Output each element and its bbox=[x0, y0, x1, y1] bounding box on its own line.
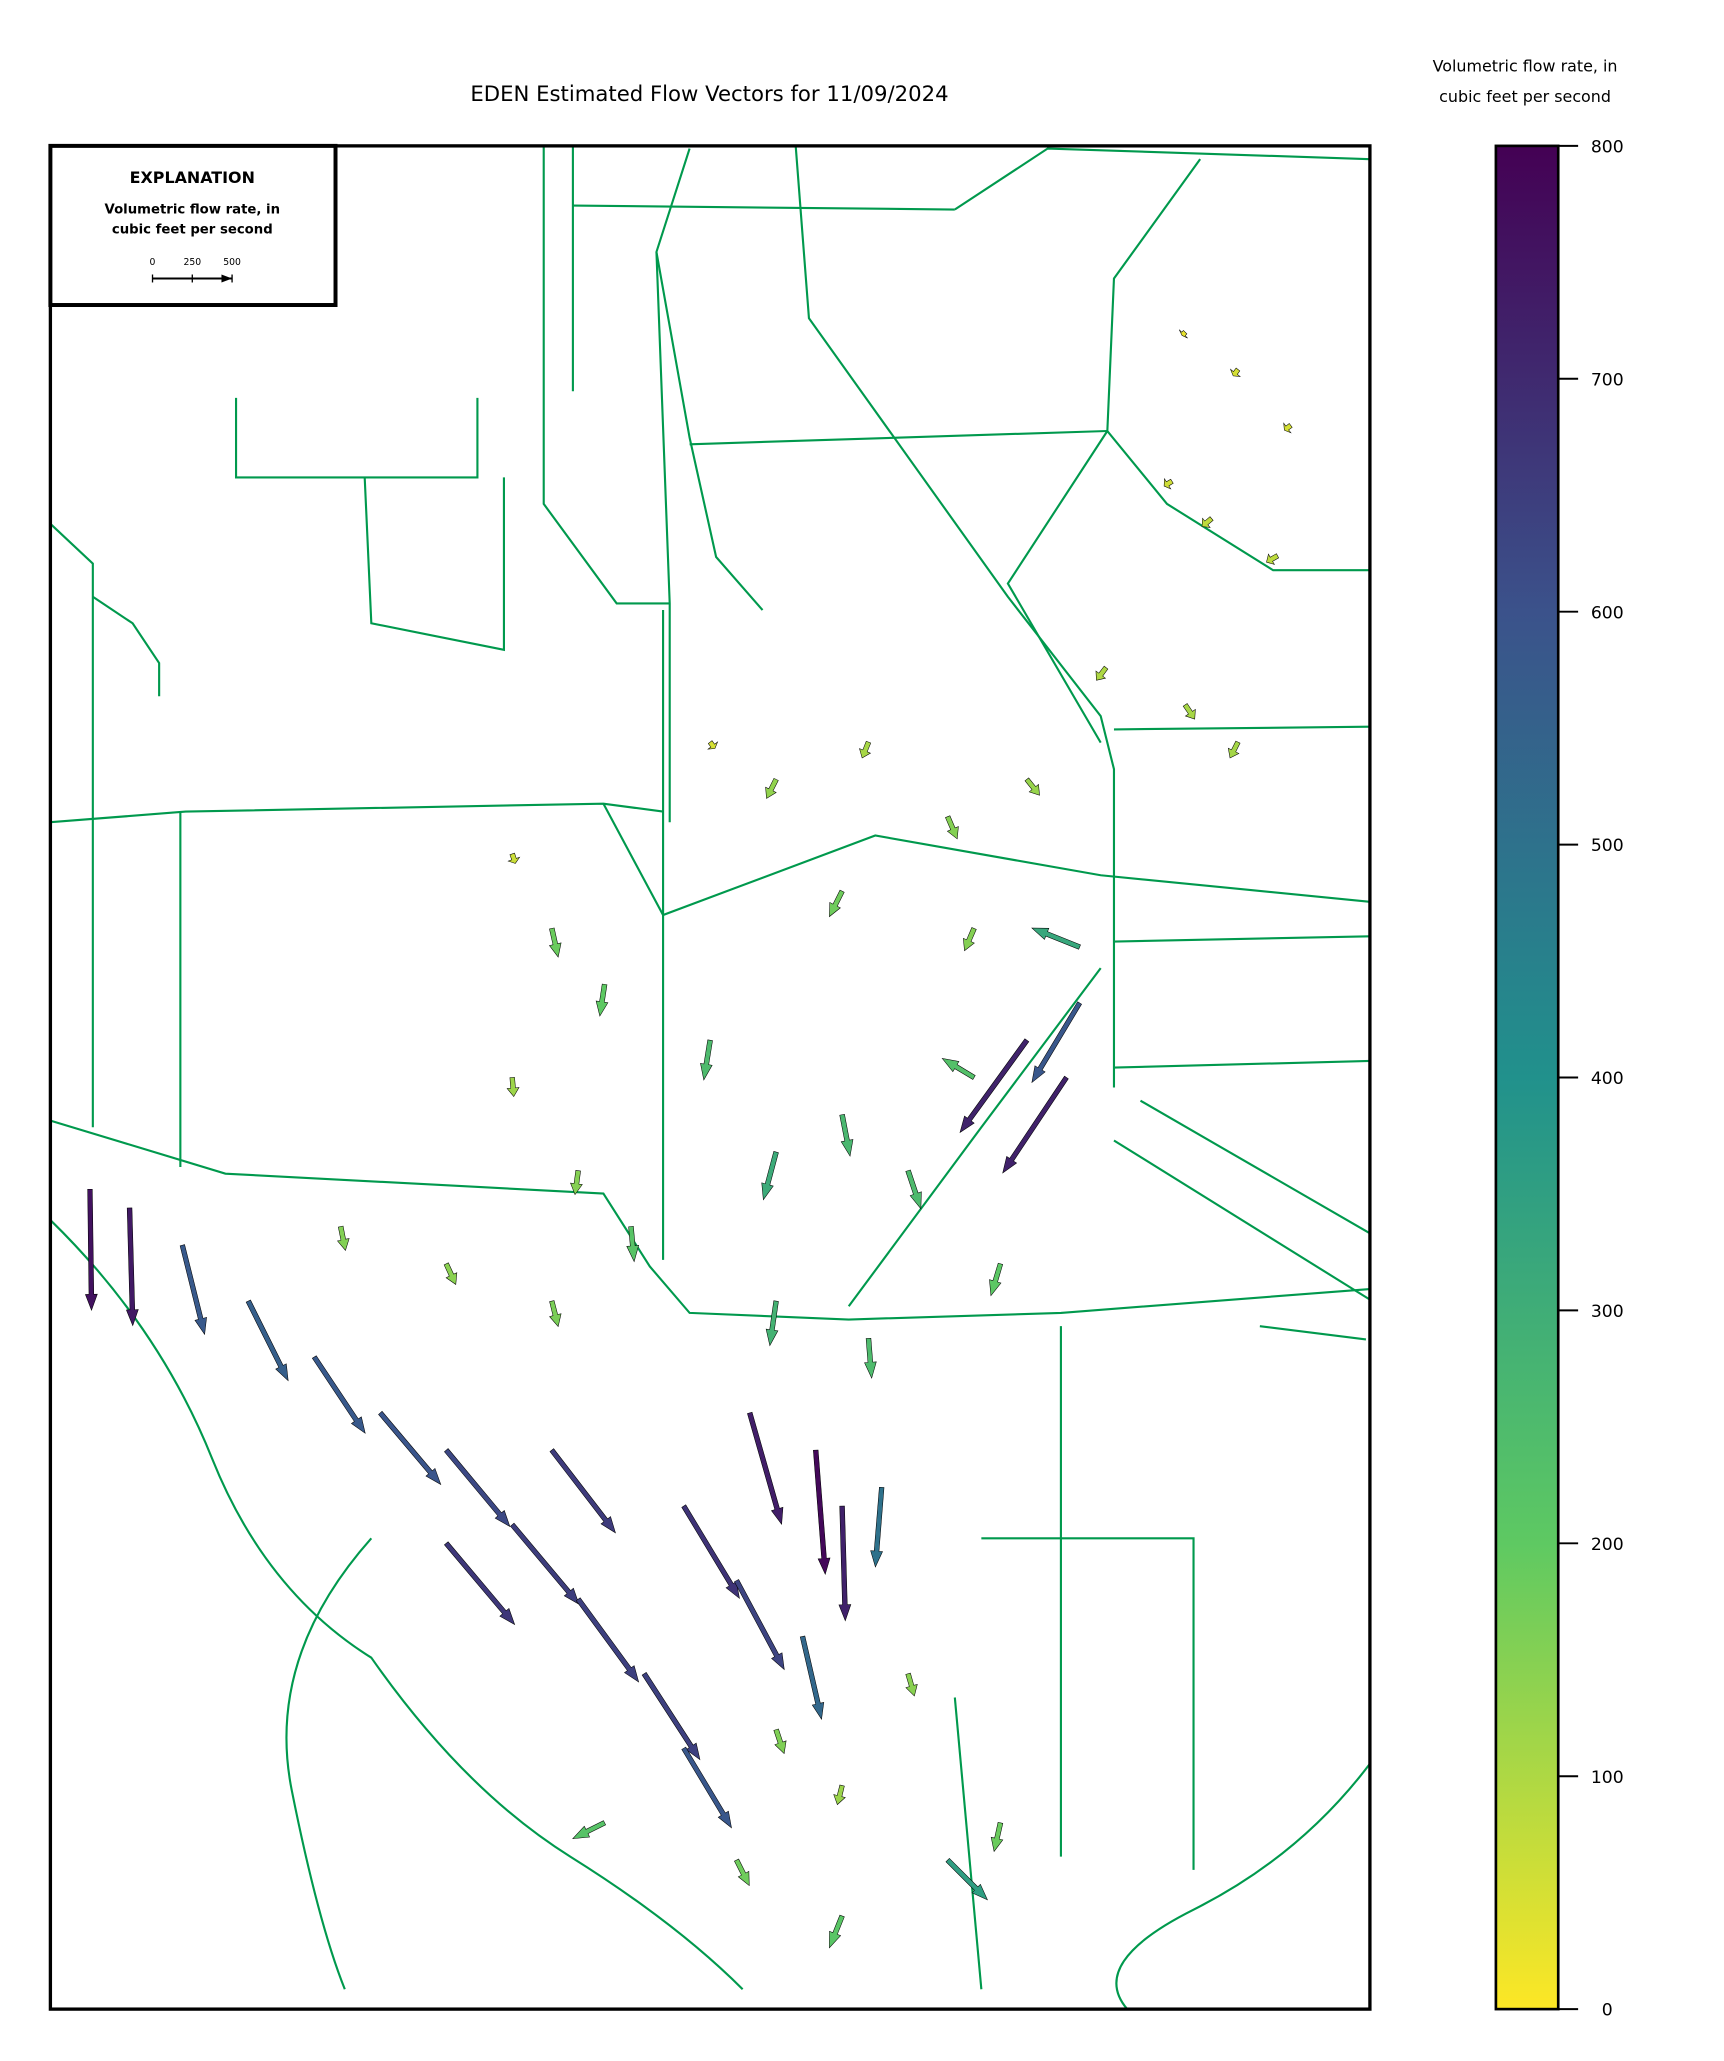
flow-vector bbox=[941, 1058, 976, 1080]
flow-vector bbox=[833, 1784, 846, 1806]
flow-vector bbox=[747, 1411, 784, 1526]
flow-vector bbox=[595, 983, 609, 1017]
chart-title: EDEN Estimated Flow Vectors for 11/09/20… bbox=[470, 82, 948, 107]
flow-vector bbox=[813, 1449, 831, 1576]
flow-vector bbox=[1229, 367, 1241, 377]
flow-vector bbox=[707, 740, 719, 750]
flow-vector bbox=[507, 852, 521, 864]
colorbar-ticks: 0 100 200 300 400 500 600 700 800 bbox=[1558, 138, 1624, 2021]
flow-vector bbox=[1283, 422, 1293, 434]
flow-vector bbox=[839, 1114, 854, 1157]
flow-vector bbox=[829, 889, 845, 918]
flow-vector bbox=[1024, 777, 1040, 796]
flow-vector bbox=[1201, 516, 1214, 528]
canal-network bbox=[49, 145, 1371, 2010]
flow-vector bbox=[773, 1728, 787, 1755]
flow-vector bbox=[641, 1672, 701, 1761]
figure: EDEN Estimated Flow Vectors for 11/09/20… bbox=[48, 57, 1624, 2021]
key-head bbox=[221, 274, 233, 283]
flow-vector bbox=[572, 1820, 607, 1840]
flow-vector bbox=[990, 1821, 1004, 1853]
flow-vector bbox=[1002, 1075, 1069, 1174]
colorbar-tick-label: 300 bbox=[1591, 1302, 1624, 1322]
colorbar-label: Volumetric flow rate, in bbox=[1433, 57, 1618, 76]
key-tick-label: 500 bbox=[223, 257, 241, 268]
flow-vector bbox=[245, 1299, 289, 1382]
colorbar-tick-label: 500 bbox=[1591, 836, 1624, 856]
flow-vector bbox=[734, 1858, 750, 1887]
flow-vector bbox=[859, 740, 872, 759]
colorbar-tick-label: 200 bbox=[1591, 1535, 1624, 1555]
flow-vector bbox=[989, 1262, 1004, 1297]
colorbar-tick-label: 700 bbox=[1591, 370, 1624, 390]
colorbar-tick-label: 800 bbox=[1591, 138, 1624, 158]
flow-vector bbox=[1031, 1001, 1082, 1084]
key-tick-label: 250 bbox=[183, 257, 201, 268]
flow-vector bbox=[570, 1170, 583, 1196]
flow-vector bbox=[337, 1225, 350, 1251]
flow-vector bbox=[905, 1169, 922, 1210]
flow-vector bbox=[510, 1522, 580, 1605]
colorbar-tick-label: 600 bbox=[1591, 603, 1624, 623]
flow-vector bbox=[1227, 740, 1241, 759]
flow-vector bbox=[444, 1448, 511, 1528]
flow-vector bbox=[765, 777, 779, 799]
flow-vector bbox=[1266, 553, 1280, 565]
flow-vector bbox=[1178, 329, 1188, 339]
flow-vector bbox=[549, 1300, 562, 1328]
flow-vector bbox=[626, 1225, 640, 1263]
colorbar-tick-label: 100 bbox=[1591, 1768, 1624, 1788]
flow-vector bbox=[311, 1355, 366, 1434]
flow-vector bbox=[549, 1448, 616, 1534]
flow-vector bbox=[734, 1579, 785, 1671]
flow-vector bbox=[765, 1300, 779, 1347]
vector-field bbox=[85, 329, 1293, 1949]
colorbar-tick-label: 0 bbox=[1602, 2001, 1613, 2021]
flow-vector bbox=[1163, 477, 1174, 490]
flow-vector bbox=[945, 815, 959, 840]
legend-label: Volumetric flow rate, in bbox=[105, 203, 280, 218]
flow-vector bbox=[444, 1541, 516, 1626]
flow-vector bbox=[838, 1505, 852, 1622]
flow-vector bbox=[681, 1504, 740, 1600]
key-tick-label: 0 bbox=[150, 257, 156, 268]
flow-vector bbox=[1182, 703, 1196, 720]
flow-vector bbox=[905, 1672, 918, 1697]
flow-vector bbox=[959, 1038, 1030, 1134]
flow-vector bbox=[681, 1746, 732, 1829]
colorbar-label: cubic feet per second bbox=[1439, 87, 1611, 106]
legend-title: EXPLANATION bbox=[130, 168, 255, 187]
flow-vector bbox=[575, 1597, 640, 1683]
flow-vector bbox=[1095, 665, 1109, 681]
flow-vector bbox=[1031, 927, 1081, 950]
flow-vector bbox=[799, 1635, 825, 1720]
colorbar-tick-label: 400 bbox=[1591, 1069, 1624, 1089]
flow-vector bbox=[548, 927, 562, 958]
colorbar bbox=[1494, 144, 1560, 2011]
flow-vector bbox=[179, 1244, 207, 1336]
flow-vector bbox=[506, 1077, 520, 1098]
legend-label: cubic feet per second bbox=[112, 222, 273, 237]
flow-vector bbox=[864, 1337, 877, 1379]
flow-vector bbox=[378, 1410, 442, 1486]
flow-vector bbox=[963, 927, 977, 952]
flow-vector bbox=[761, 1151, 779, 1201]
legend-key: 0 250 500 bbox=[150, 257, 241, 283]
flow-vector bbox=[125, 1207, 139, 1327]
map-frame bbox=[48, 144, 1372, 2011]
flow-vector bbox=[85, 1189, 98, 1311]
flow-vector bbox=[443, 1262, 458, 1285]
flow-vector bbox=[829, 1914, 845, 1949]
flow-vector bbox=[870, 1486, 885, 1568]
flow-vector bbox=[700, 1039, 713, 1081]
flow-vector bbox=[945, 1857, 988, 1901]
